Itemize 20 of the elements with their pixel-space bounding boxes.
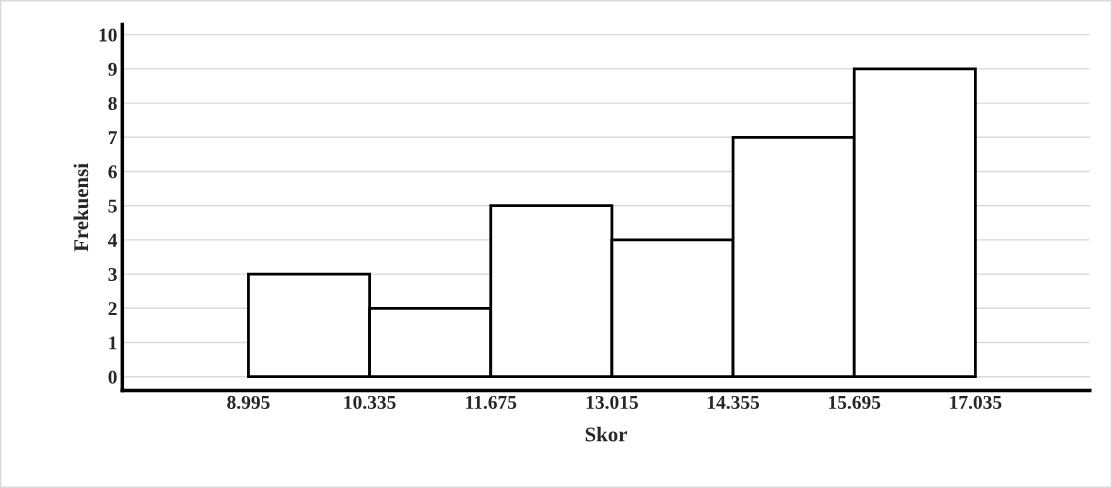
x-axis-title: Skor <box>585 426 628 442</box>
y-tick-label: 0 <box>108 370 117 384</box>
x-tick-label: 14.355 <box>707 395 760 410</box>
y-tick-label: 7 <box>108 131 117 145</box>
y-tick-label: 10 <box>99 28 117 42</box>
y-tick-label: 3 <box>108 267 117 282</box>
x-tick-label: 8.995 <box>227 395 270 410</box>
y-axis-title: Frekuensi <box>73 163 89 252</box>
x-tick-label: 13.015 <box>586 395 638 410</box>
x-tick-label: 17.035 <box>950 395 1002 410</box>
y-tick-label: 2 <box>108 302 117 316</box>
y-tick-label: 6 <box>108 165 117 179</box>
y-tick-label: 5 <box>108 199 117 213</box>
x-tick-label: 11.675 <box>466 395 517 410</box>
y-tick-label: 4 <box>108 233 118 247</box>
y-tick-label: 1 <box>109 336 117 350</box>
y-tick-label: 8 <box>108 96 117 111</box>
x-tick-label: 10.335 <box>344 395 396 410</box>
y-tick-label: 9 <box>108 62 117 76</box>
x-tick-label: 15.695 <box>829 395 881 410</box>
